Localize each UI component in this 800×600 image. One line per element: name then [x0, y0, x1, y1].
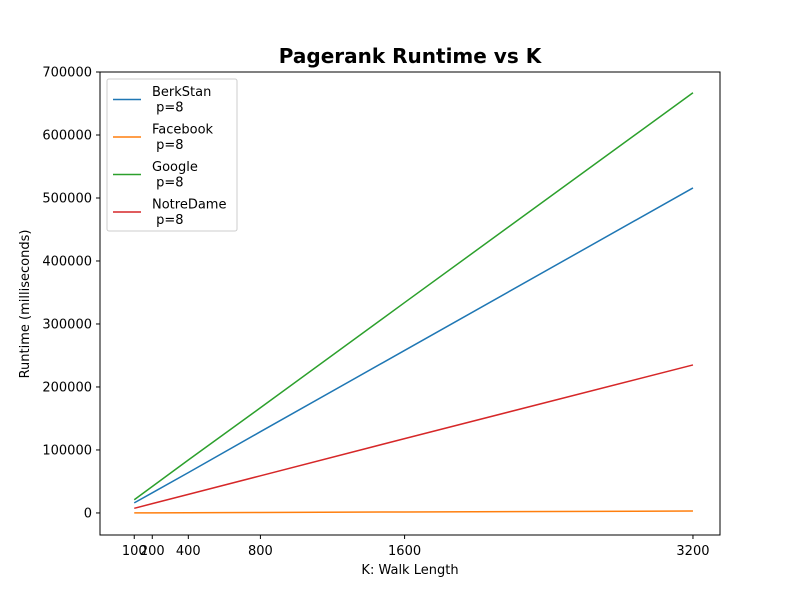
- y-tick-label: 500000: [42, 191, 92, 206]
- legend-label-3: NotreDame p=8: [152, 198, 226, 229]
- legend-box: [106, 78, 238, 232]
- y-tick-label: 700000: [42, 66, 92, 81]
- axes-frame: [99, 71, 721, 536]
- legend-label-line: p=8: [152, 101, 184, 116]
- y-tick-label: 100000: [42, 443, 92, 458]
- legend-label-line: p=8: [152, 138, 184, 153]
- plot-area: [133, 92, 694, 514]
- chart-title: Pagerank Runtime vs K: [279, 44, 543, 68]
- series-line-1: [134, 510, 693, 514]
- y-tick-label: 200000: [42, 380, 92, 395]
- series-line-0: [133, 187, 694, 504]
- series-line-2: [133, 92, 694, 501]
- y-tick-label: 300000: [42, 317, 92, 332]
- x-tick-label: 1600: [388, 544, 421, 559]
- legend-label-line: NotreDame: [152, 198, 226, 213]
- legend-label-1: Facebook p=8: [152, 123, 214, 154]
- x-tick-label: 400: [176, 544, 201, 559]
- legend-label-line: Facebook: [152, 123, 214, 138]
- x-tick-label: 800: [248, 544, 273, 559]
- x-tick-label: 3200: [676, 544, 709, 559]
- x-tick-label: 200: [140, 544, 165, 559]
- x-axis-label: K: Walk Length: [361, 563, 458, 578]
- legend-label-line: BerkStan: [152, 85, 211, 100]
- y-tick-label: 0: [84, 506, 92, 521]
- legend-label-0: BerkStan p=8: [152, 85, 211, 116]
- legend-label-line: p=8: [152, 176, 184, 191]
- y-axis-label: Runtime (milliseconds): [18, 230, 33, 379]
- legend-label-line: p=8: [152, 213, 184, 228]
- y-tick-label: 600000: [42, 128, 92, 143]
- x-tick-label: 100: [122, 544, 147, 559]
- legend-label-line: Google: [152, 160, 198, 175]
- series-line-3: [134, 364, 694, 510]
- legend-label-2: Google p=8: [152, 160, 198, 191]
- y-tick-label: 400000: [42, 254, 92, 269]
